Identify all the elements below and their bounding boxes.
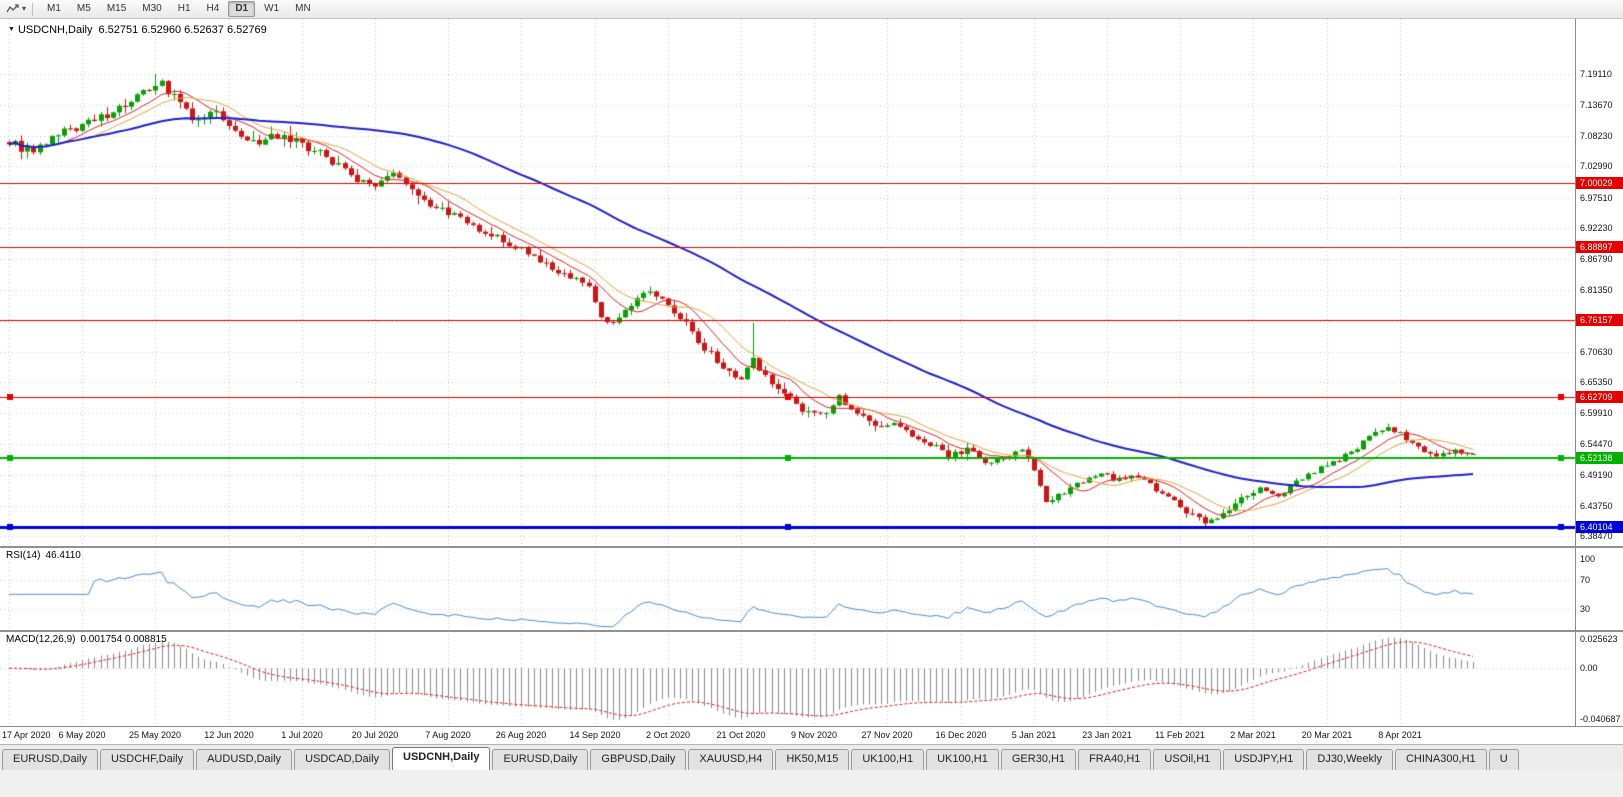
timeframe-button-m1[interactable]: M1: [47, 3, 61, 14]
chart-symbol-period: USDCNH,Daily: [17, 24, 93, 36]
timeframe-button-d1[interactable]: D1: [228, 1, 256, 17]
price-marker-7.00029: 7.00029: [1576, 177, 1623, 190]
price-marker-6.76157: 6.76157: [1576, 314, 1623, 327]
time-tick-label: 9 Nov 2020: [790, 730, 838, 740]
price-tick-label: 6.38470: [1580, 531, 1613, 542]
chart-ohlc-values: 6.52751 6.52960 6.52637 6.52769: [98, 24, 267, 36]
time-tick-label: 5 Jan 2021: [1011, 730, 1057, 740]
chevron-down-icon[interactable]: ▾: [22, 4, 27, 13]
price-tick-label: 6.54470: [1580, 439, 1613, 450]
price-tick-label: 6.65350: [1580, 377, 1613, 387]
macd-indicator-label: MACD(12,26,9) 0.001754 0.008815: [6, 634, 172, 645]
chart-tab-dj30-weekly[interactable]: DJ30,Weekly: [1306, 749, 1393, 770]
chart-tab-eurusd-daily[interactable]: EURUSD,Daily: [2, 749, 98, 770]
panel-separator-macd[interactable]: [0, 630, 1623, 632]
time-tick-label: 26 Aug 2020: [495, 730, 547, 740]
time-tick-label: 16 Dec 2020: [935, 730, 987, 740]
rsi-tick-label: 30: [1580, 603, 1591, 614]
price-tick-label: 6.81350: [1580, 285, 1613, 296]
chart-canvas[interactable]: [0, 0, 1575, 726]
chart-tab-usdjpy-h1[interactable]: USDJPY,H1: [1223, 749, 1305, 770]
timeframe-button-m5[interactable]: M5: [76, 3, 91, 14]
time-tick-label: 14 Sep 2020: [569, 730, 621, 740]
price-tick-label: 6.86790: [1580, 254, 1613, 265]
timeframe-buttons: M1 M5 M15 M30 H1 H4 D1 W1 MN: [39, 1, 319, 17]
timeframe-button-m15[interactable]: M15: [106, 3, 127, 14]
time-tick-label: 7 Aug 2020: [425, 730, 471, 740]
rsi-name: RSI(14): [6, 550, 41, 561]
timeframe-button-w1[interactable]: W1: [264, 3, 280, 14]
price-marker-6.52138: 6.52138: [1576, 451, 1623, 464]
time-tick-label: 27 Nov 2020: [861, 730, 913, 740]
price-tick-label: 7.13670: [1580, 100, 1613, 111]
status-bar: [0, 770, 1623, 797]
chart-tab-hk50-m15[interactable]: HK50,M15: [775, 749, 850, 770]
time-tick-label: 8 Apr 2021: [1378, 730, 1422, 740]
macd-value: 0.001754 0.008815: [80, 634, 167, 645]
time-tick-label: 11 Feb 2021: [1155, 730, 1205, 740]
price-tick-label: 6.43750: [1580, 500, 1613, 511]
time-tick-label: 1 Jul 2020: [281, 730, 323, 740]
rsi-value: 46.4110: [45, 550, 81, 561]
timeframe-button-h4[interactable]: H4: [206, 3, 220, 14]
macd-tick-label: 0.025623: [1580, 634, 1618, 644]
panel-separator-rsi[interactable]: [0, 546, 1623, 548]
chart-tab-uk100-h1[interactable]: UK100,H1: [851, 749, 925, 770]
price-tick-label: 7.02990: [1580, 161, 1613, 172]
price-tick-label: 6.49190: [1580, 469, 1613, 480]
chart-cursor-icon[interactable]: [4, 2, 22, 16]
chart-marker-icon: ▼: [8, 26, 15, 33]
chart-tab-usdcnh-daily[interactable]: USDCNH,Daily: [392, 747, 491, 770]
time-tick-label: 2 Mar 2021: [1230, 730, 1276, 740]
timeframe-button-h1[interactable]: H1: [177, 3, 191, 14]
chart-tab-china300-h1[interactable]: CHINA300,H1: [1394, 749, 1487, 770]
chart-title: ▼ USDCNH,Daily 6.52751 6.52960 6.52637 6.5…: [8, 24, 267, 36]
chart-tab-uk100-h1[interactable]: UK100,H1: [926, 749, 999, 770]
chart-tab-gbpusd-daily[interactable]: GBPUSD,Daily: [590, 749, 687, 770]
time-tick-label: 20 Jul 2020: [351, 730, 399, 740]
price-marker-6.62709: 6.62709: [1576, 391, 1623, 404]
chart-tab-audusd-daily[interactable]: AUDUSD,Daily: [196, 749, 293, 770]
chart-tab-usdchf-daily[interactable]: USDCHF,Daily: [99, 749, 195, 770]
timeframe-button-mn[interactable]: MN: [295, 3, 311, 14]
price-tick-label: 7.19110: [1580, 68, 1612, 79]
chart-tab-ger30-h1[interactable]: GER30,H1: [1000, 749, 1077, 770]
rsi-tick-label: 70: [1580, 575, 1591, 586]
time-tick-label: 2 Oct 2020: [645, 730, 691, 740]
top-toolbar: ▾ M1 M5 M15 M30 H1 H4 D1 W1 MN: [0, 0, 1623, 19]
time-tick-label: 21 Oct 2020: [716, 730, 766, 740]
chart-tab-fra40-h1[interactable]: FRA40,H1: [1078, 749, 1152, 770]
price-marker-6.88897: 6.88897: [1576, 241, 1623, 254]
chart-tab-usoil-h1[interactable]: USOil,H1: [1153, 749, 1222, 770]
time-tick-label: 12 Jun 2020: [204, 730, 254, 740]
time-tick-label: 20 Mar 2021: [1301, 730, 1353, 740]
right-scale-column: 7.19110 7.13670 7.08230 7.02990 6.97510 6.922…: [1575, 19, 1623, 726]
macd-tick-label: -0.040687: [1580, 714, 1621, 724]
price-tick-label: 6.92230: [1580, 222, 1613, 233]
time-tick-label: 23 Jan 2021: [1082, 730, 1132, 740]
price-marker-6.40104: 6.40104: [1576, 520, 1623, 533]
chart-tab-eurusd-daily[interactable]: EURUSD,Daily: [492, 749, 589, 770]
macd-tick-label: 0.00: [1580, 663, 1598, 674]
chart-tab-u[interactable]: U: [1488, 749, 1519, 770]
chart-tab-xauusd-h4[interactable]: XAUUSD,H4: [688, 749, 774, 770]
price-tick-label: 7.08230: [1580, 131, 1613, 142]
time-tick-label: 17 Apr 2020: [2, 730, 51, 740]
rsi-tick-label: 100: [1580, 553, 1596, 564]
rsi-indicator-label: RSI(14) 46.4110: [6, 550, 86, 561]
chart-tab-usdcad-daily[interactable]: USDCAD,Daily: [294, 749, 391, 770]
timeframe-button-m30[interactable]: M30: [142, 3, 162, 14]
price-tick-label: 6.70630: [1580, 346, 1613, 357]
time-axis[interactable]: 17 Apr 2020 6 May 2020 25 May 2020 12 Jun 2…: [0, 726, 1623, 744]
price-tick-label: 6.97510: [1580, 192, 1613, 203]
chart-tab-bar: EURUSD,Daily USDCHF,Daily AUDUSD,Daily USDC…: [0, 744, 1623, 770]
toolbar-separator: [32, 2, 34, 16]
price-tick-label: 6.59910: [1580, 408, 1613, 419]
time-tick-label: 25 May 2020: [128, 730, 182, 740]
time-tick-label: 6 May 2020: [58, 730, 106, 740]
macd-name: MACD(12,26,9): [6, 634, 76, 645]
